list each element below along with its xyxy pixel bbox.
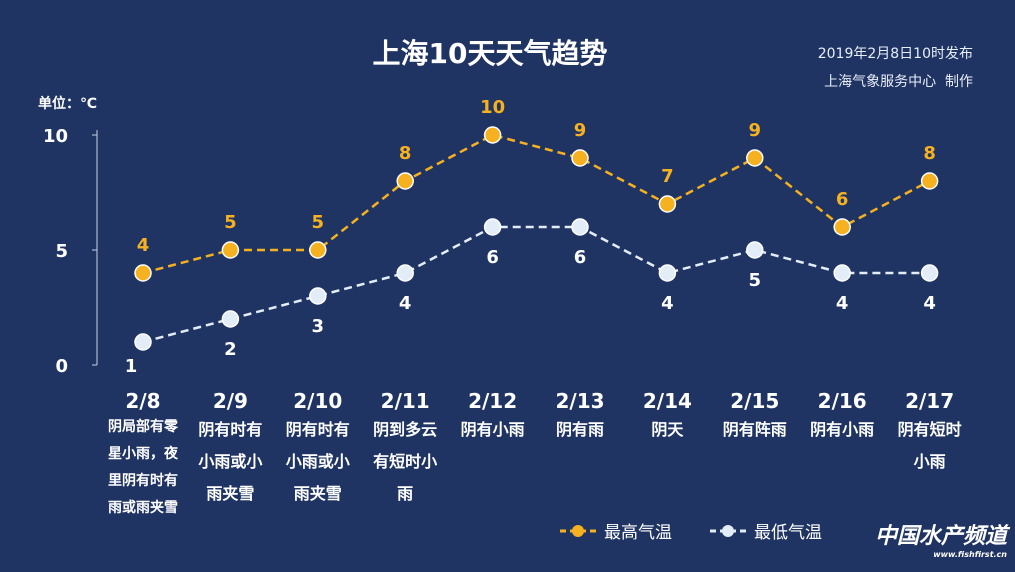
high-temp-label: 8 <box>923 143 936 164</box>
weather-description: 阴有短时 小雨 <box>897 420 962 471</box>
date-label: 2/16 <box>818 389 867 413</box>
legend-high-marker-icon <box>560 524 596 537</box>
watermark-url: www.fishfirst.cn <box>933 550 1007 559</box>
high-temp-point <box>134 264 152 282</box>
high-temp-point <box>658 195 677 213</box>
low-temp-label: 6 <box>486 247 499 268</box>
high-temp-label: 5 <box>312 212 325 233</box>
weather-description: 阴有时有 小雨或小 雨夹雪 <box>285 420 350 503</box>
high-temp-point <box>833 218 851 236</box>
date-label: 2/9 <box>213 389 248 413</box>
producer: 上海气象服务中心 制作 <box>824 74 973 90</box>
date-label: 2/13 <box>555 389 604 413</box>
watermark-name: 中国水产频道 <box>874 524 1007 549</box>
weather-description: 阴到多云 有短时小 雨 <box>373 420 438 503</box>
weather-description: 阴局部有零 星小雨，夜 里阴有时有 雨或雨夹雪 <box>108 419 178 516</box>
low-temp-label: 1 <box>125 356 138 377</box>
date-label: 2/14 <box>643 389 692 413</box>
low-temp-label: 4 <box>836 293 849 314</box>
high-temp-point <box>571 149 589 167</box>
high-temp-label: 5 <box>224 212 237 233</box>
date-label: 2/10 <box>293 389 342 413</box>
low-temp-label: 4 <box>661 293 674 314</box>
high-temp-point <box>309 241 327 259</box>
low-temp-line <box>142 225 930 344</box>
low-temp-point <box>920 264 939 282</box>
legend-high: 最高气温 <box>560 518 672 543</box>
date-label: 2/17 <box>905 389 954 413</box>
high-temp-label: 4 <box>137 235 150 256</box>
high-temp-label: 8 <box>399 143 412 164</box>
low-temp-point <box>483 218 502 236</box>
legend-low: 最低气温 <box>710 518 822 543</box>
high-temp-label: 9 <box>749 120 762 141</box>
legend-low-marker-icon <box>710 524 746 537</box>
weather-description: 阴天 <box>651 420 684 439</box>
low-temp-point <box>396 264 414 282</box>
high-temp-line <box>142 133 931 275</box>
low-temp-label: 5 <box>749 270 762 291</box>
low-temp-point <box>571 218 589 236</box>
high-temp-label: 7 <box>661 166 674 187</box>
y-tick-label: 10 <box>43 126 68 147</box>
legend-high-label: 最高气温 <box>604 523 672 543</box>
high-temp-point <box>920 172 939 190</box>
weather-description: 阴有雨 <box>555 420 604 439</box>
date-label: 2/8 <box>125 389 160 413</box>
low-temp-label: 3 <box>312 316 325 337</box>
high-temp-point <box>221 241 240 259</box>
unit-label: 单位：℃ <box>38 96 97 112</box>
low-temp-point <box>833 264 851 282</box>
high-temp-point <box>396 172 414 190</box>
high-temp-label: 9 <box>574 120 587 141</box>
weather-description: 阴有阵雨 <box>722 420 787 439</box>
low-temp-label: 6 <box>574 247 587 268</box>
y-tick-label: 5 <box>55 241 68 262</box>
publish-time: 2019年2月8日10时发布 <box>817 46 973 62</box>
low-temp-point <box>134 333 152 351</box>
low-temp-label: 4 <box>399 293 412 314</box>
high-temp-label: 6 <box>836 189 849 210</box>
weather-description: 阴有时有 小雨或小 雨夹雪 <box>198 420 263 503</box>
high-temp-point <box>483 126 502 144</box>
watermark-logo: 中国水产频道 www.fishfirst.cn <box>875 518 1007 559</box>
weather-description: 阴有小雨 <box>460 420 525 439</box>
date-label: 2/15 <box>730 389 779 413</box>
legend-low-label: 最低气温 <box>754 523 822 543</box>
high-temp-point <box>746 149 764 167</box>
low-temp-point <box>658 264 677 282</box>
high-temp-label: 10 <box>480 97 505 118</box>
low-temp-point <box>746 241 764 259</box>
weather-description: 阴有小雨 <box>810 420 875 439</box>
date-label: 2/11 <box>381 389 430 413</box>
chart-title: 上海10天天气趋势 <box>372 37 608 70</box>
low-temp-label: 4 <box>923 293 936 314</box>
y-tick-label: 0 <box>55 356 68 377</box>
date-label: 2/12 <box>468 389 517 413</box>
publish-info: 2019年2月8日10时发布 上海气象服务中心 制作 <box>818 40 973 96</box>
low-temp-label: 2 <box>224 339 237 360</box>
low-temp-point <box>309 287 327 305</box>
low-temp-point <box>221 310 240 328</box>
